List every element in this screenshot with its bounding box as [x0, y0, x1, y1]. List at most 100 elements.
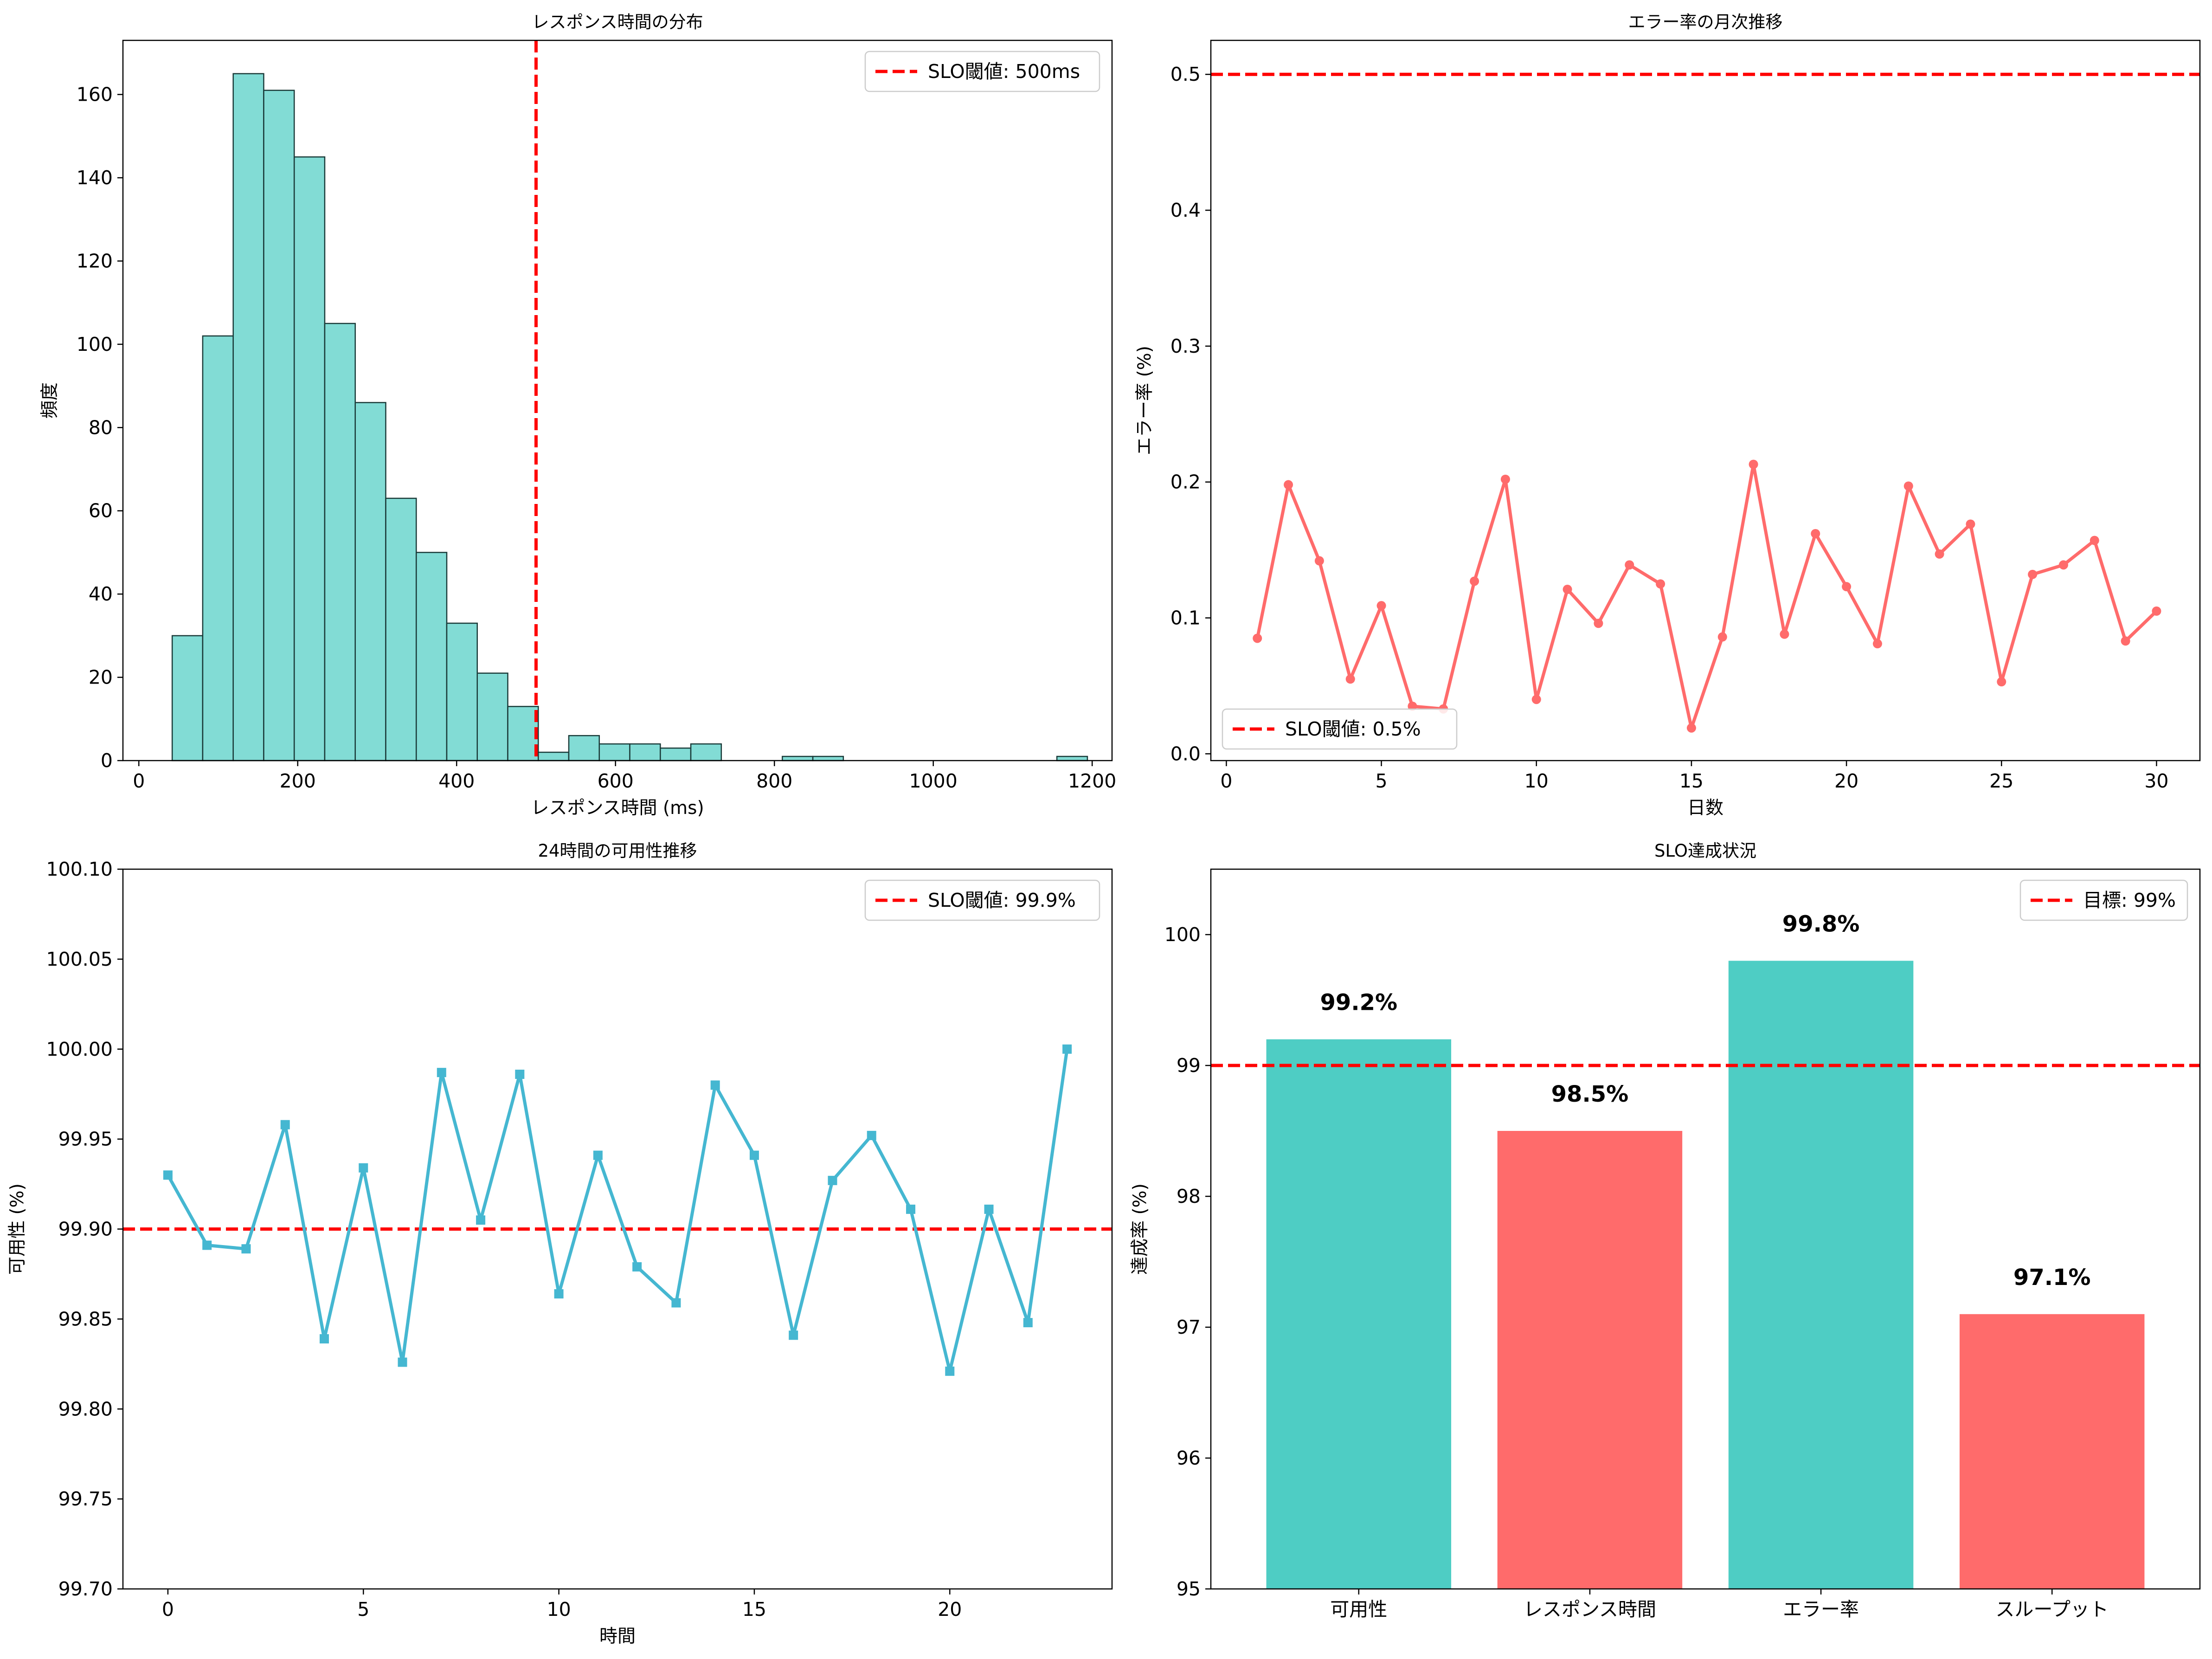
x-tick-label: 15: [1679, 770, 1704, 792]
y-tick-label: 99.95: [58, 1128, 113, 1150]
y-tick-label: 100: [1164, 923, 1201, 946]
y-tick-label: 100.00: [46, 1038, 113, 1060]
y-tick-label: 120: [77, 250, 113, 272]
y-tick-label: 0.3: [1170, 335, 1201, 357]
y-tick-label: 160: [77, 84, 113, 106]
data-point: [1997, 677, 2006, 687]
data-point: [515, 1070, 525, 1079]
availability-chart: 99.70 99.75 99.80 99.85 99.90 99.95 100.00 100.…: [7, 841, 1113, 1647]
x-tick-label: 800: [756, 770, 792, 792]
legend-box: [864, 879, 1100, 921]
data-point: [828, 1175, 837, 1185]
x-tick-label: 20: [938, 1598, 962, 1620]
y-axis-label: 達成率 (%): [1130, 1183, 1151, 1275]
chart-title: SLO達成状況: [1654, 841, 1756, 861]
y-tick-label: 100.05: [46, 948, 113, 970]
data-point: [1284, 480, 1293, 490]
data-point: [359, 1163, 368, 1173]
data-point: [906, 1204, 916, 1214]
histogram-bar: [812, 755, 844, 762]
y-tick-label: 95: [1177, 1578, 1201, 1600]
data-point: [1811, 529, 1820, 538]
y-tick-label: 99.90: [58, 1218, 113, 1240]
legend: SLO閾値: 0.5%: [1222, 708, 1458, 750]
y-tick-label: 0.4: [1170, 199, 1201, 221]
data-point: [280, 1120, 290, 1130]
histogram-bar: [385, 497, 417, 762]
y-axis-label: エラー率 (%): [1134, 346, 1155, 455]
data-point: [1842, 582, 1852, 592]
y-tick-label: 100.10: [46, 858, 113, 880]
x-tick-label: 0: [133, 770, 145, 792]
y-tick-label: 20: [89, 666, 113, 689]
x-tick-label: 10: [1524, 770, 1549, 792]
data-point: [163, 1170, 173, 1180]
y-tick-label: 0.0: [1170, 742, 1201, 765]
x-tick-label: スループット: [1995, 1598, 2109, 1620]
data-point: [2121, 636, 2130, 646]
data-point: [2028, 569, 2038, 579]
data-point: [1563, 585, 1572, 594]
x-tick-label: 400: [438, 770, 475, 792]
data-point: [789, 1330, 798, 1340]
slo-achievement-chart: 99.2% 可用性 98.5% レスポンス時間 99.8% エラー率 97.1% スループット…: [1130, 841, 2201, 1620]
histogram-bar: [507, 706, 539, 762]
histogram-bar: [446, 622, 478, 762]
histogram-bar: [660, 747, 692, 762]
x-tick-label: レスポンス時間: [1524, 1598, 1656, 1620]
legend-box: [1222, 708, 1458, 750]
x-tick-label: 10: [547, 1598, 571, 1620]
data-point: [1023, 1318, 1033, 1328]
y-tick-label: 99: [1177, 1054, 1201, 1077]
y-tick-label: 98: [1177, 1185, 1201, 1207]
x-axis-label: 日数: [1687, 798, 1723, 819]
data-point: [2090, 536, 2099, 545]
x-tick-label: 15: [742, 1598, 766, 1620]
legend-label: 目標: 99%: [2083, 889, 2176, 911]
y-tick-label: 60: [89, 500, 113, 522]
legend: 目標: 99%: [2019, 879, 2188, 921]
x-tick-label: 0: [1220, 770, 1232, 792]
data-point: [1749, 459, 1758, 469]
y-tick-label: 0.1: [1170, 607, 1201, 629]
x-tick-label: 30: [2144, 770, 2168, 792]
y-tick-label: 80: [89, 416, 113, 439]
data-point: [1345, 674, 1355, 684]
histogram-bar: [232, 73, 264, 762]
y-axis-label: 可用性 (%): [7, 1183, 28, 1275]
histogram-bar: [690, 743, 722, 762]
bar: [1728, 961, 1914, 1589]
histogram-bar: [354, 402, 386, 762]
x-axis-label: 時間: [599, 1626, 636, 1647]
chart-title: エラー率の月次推移: [1628, 12, 1783, 32]
legend-label: SLO閾値: 0.5%: [1285, 718, 1421, 740]
histogram-bar: [629, 743, 661, 762]
legend: SLO閾値: 99.9%: [864, 879, 1100, 921]
histogram-bar: [782, 755, 814, 762]
data-point: [671, 1298, 681, 1308]
y-tick-label: 140: [77, 167, 113, 189]
y-tick-label: 0.5: [1170, 63, 1201, 85]
data-point: [1935, 549, 1944, 559]
data-point: [1625, 560, 1634, 570]
histogram-bar: [568, 735, 600, 762]
x-tick-label: 5: [1376, 770, 1388, 792]
data-point: [984, 1204, 994, 1214]
histogram-bar: [171, 635, 204, 762]
data-point: [1903, 481, 1913, 491]
legend: SLO閾値: 500ms: [864, 51, 1100, 92]
histogram-bar: [538, 751, 570, 762]
data-point: [1314, 556, 1324, 566]
data-point: [1531, 695, 1541, 704]
x-tick-label: 20: [1834, 770, 1858, 792]
data-point: [202, 1240, 212, 1250]
x-tick-label: 5: [357, 1598, 369, 1620]
histogram-bar: [263, 90, 295, 762]
data-point: [1717, 632, 1727, 642]
y-tick-label: 99.80: [58, 1398, 113, 1420]
axes-frame: [1210, 868, 2201, 1590]
data-point: [554, 1289, 564, 1299]
data-point: [2152, 606, 2161, 616]
data-point: [1780, 629, 1789, 639]
y-tick-label: 0.2: [1170, 471, 1201, 493]
